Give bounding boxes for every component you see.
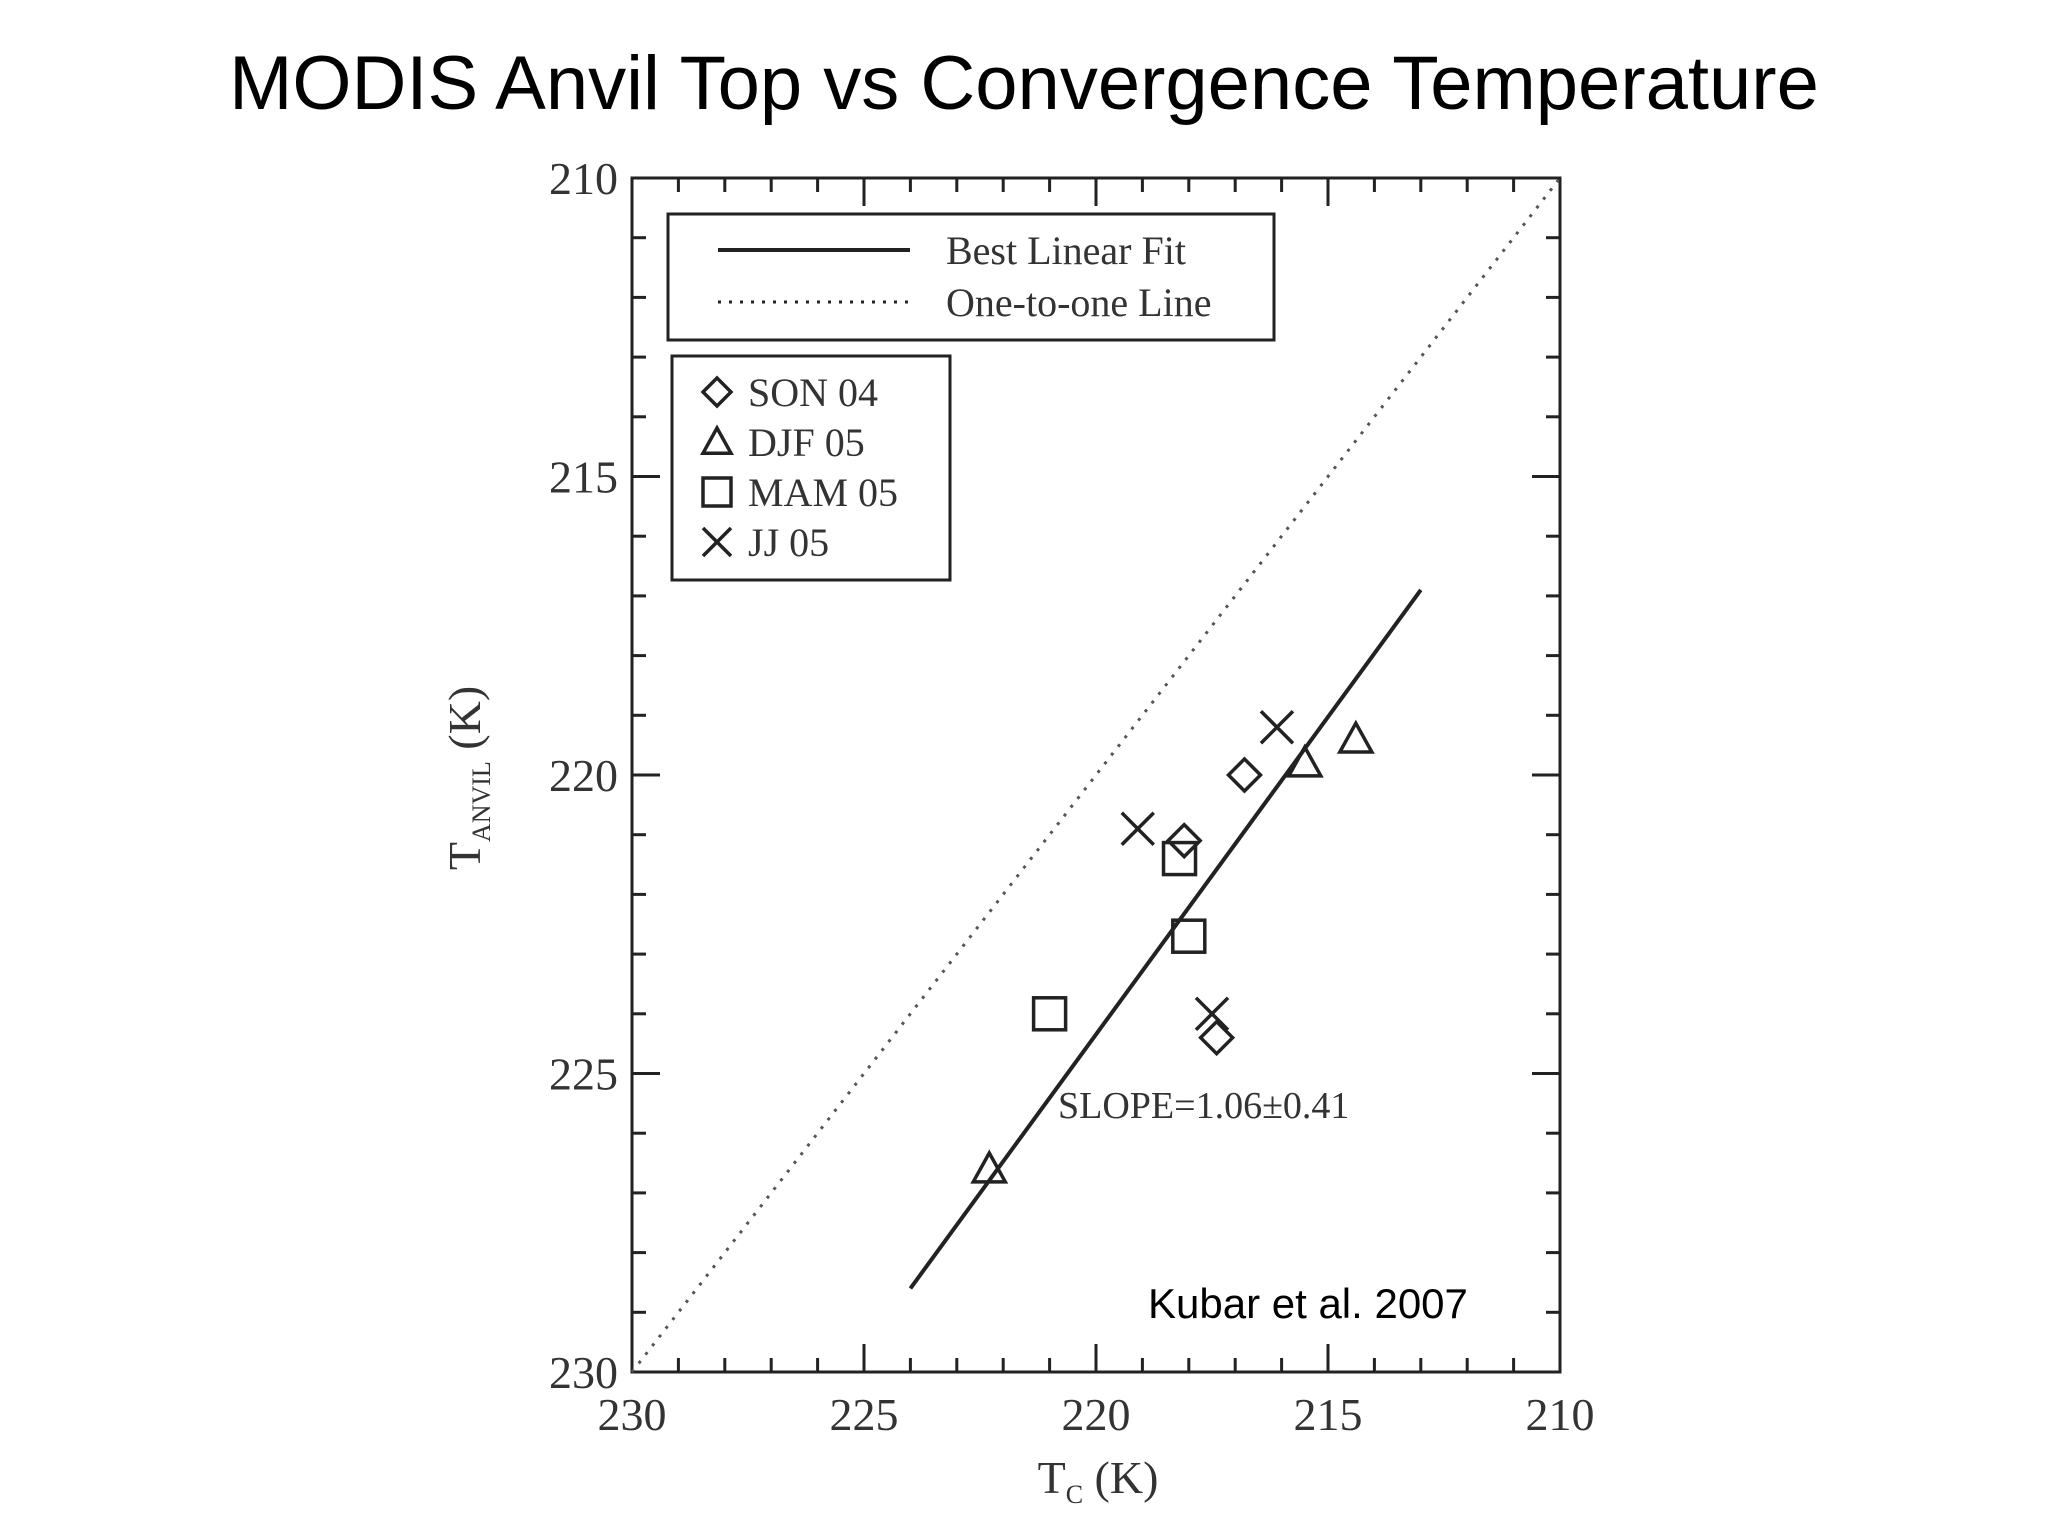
legend-marker-label: SON 04 [748,370,878,415]
marker-legend: SON 04 DJF 05 MAM 05 JJ 05 [670,354,952,582]
x-tick-label: 225 [830,1389,899,1440]
y-tick-label: 215 [549,452,618,503]
y-axis-label: TANVIL (K) [439,686,496,870]
y-tick-label: 225 [549,1049,618,1100]
point-square [1171,918,1207,954]
legend-line-label: Best Linear Fit [946,228,1186,273]
legend-marker-x-stroke [701,526,733,558]
point-x-stroke [1194,996,1230,1032]
line-legend: Best Linear Fit One-to-one Line [666,212,1276,342]
x-tick-label: 220 [1062,1389,1131,1440]
axes: 230 225 220 215 210 210 215 220 225 230 [549,153,1595,1440]
point-x [1120,811,1155,846]
y-tick-label: 210 [549,153,618,204]
point-x-stroke [1259,710,1295,745]
legend-marker-label: MAM 05 [748,470,898,515]
legend-marker-x [701,526,733,558]
data-points [970,710,1375,1184]
x-tick-label: 215 [1294,1389,1363,1440]
citation: Kubar et al. 2007 [1148,1280,1468,1327]
point-square [1031,996,1068,1032]
legend-line-label: One-to-one Line [946,280,1211,325]
best-fit-line [908,588,1423,1290]
legend-marker-square [701,476,733,508]
point-x [1194,996,1230,1032]
y-tick-label: 230 [549,1347,618,1398]
x-tick-label: 230 [598,1389,667,1440]
point-triangle [970,1149,1009,1184]
point-diamond [1226,756,1263,794]
slide-title: MODIS Anvil Top vs Convergence Temperatu… [229,41,1819,126]
x-tick-label: 210 [1526,1389,1595,1440]
x-axis-label: TC (K) [1038,1452,1159,1509]
point-x-stroke [1120,811,1155,846]
point-triangle [1336,719,1375,754]
point-x [1259,710,1295,745]
point-diamond [1198,1019,1236,1057]
point-triangle [1285,743,1324,778]
legend-marker-triangle [700,424,734,455]
legend-marker-label: DJF 05 [748,420,865,465]
point-square [1161,840,1198,877]
point-diamond [1165,822,1203,860]
y-tick-label: 220 [549,750,618,801]
reference-lines [630,177,1562,1373]
slope-annotation: SLOPE=1.06±0.41 [1058,1085,1349,1127]
line-legend-box [666,212,1276,342]
legend-marker-diamond [700,375,734,409]
legend-marker-label: JJ 05 [748,520,829,565]
